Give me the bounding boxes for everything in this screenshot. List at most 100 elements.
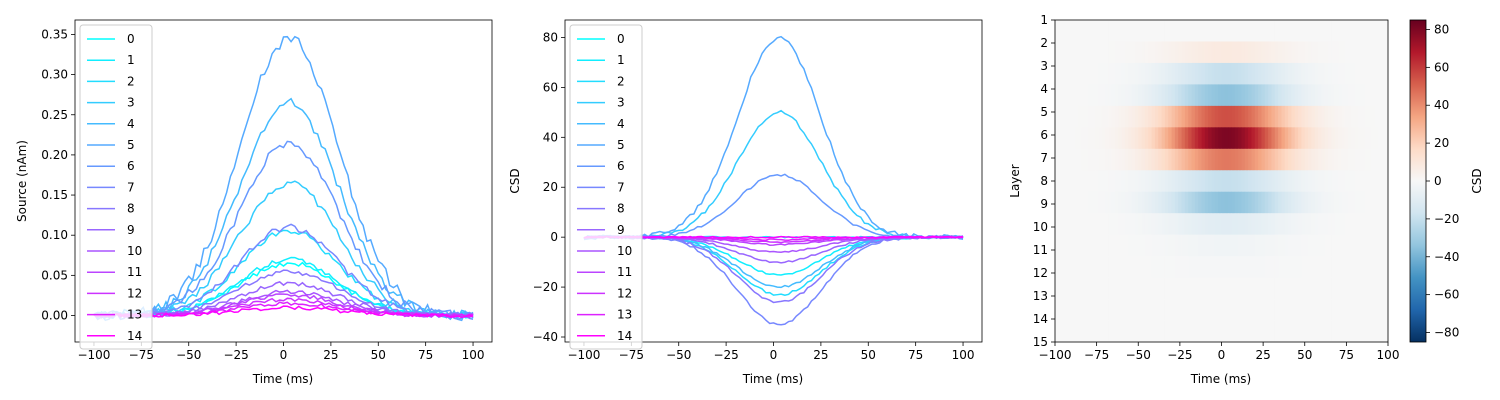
heatmap-cell (1274, 170, 1279, 193)
heatmap-cell (1264, 20, 1269, 42)
heatmap-cell (1171, 277, 1176, 300)
heatmap-cell (1111, 191, 1116, 214)
heatmap-cell (1314, 41, 1319, 64)
heatmap-cell (1094, 62, 1099, 85)
heatmap-cell (1194, 234, 1199, 257)
heatmap-cell (1101, 84, 1106, 107)
heatmap-cell (1071, 105, 1076, 128)
heatmap-cell (1354, 213, 1359, 236)
heatmap-cell (1211, 234, 1216, 257)
heatmap-cell (1371, 84, 1376, 107)
heatmap-cell (1114, 320, 1119, 343)
heatmap-cell (1278, 41, 1282, 64)
heatmap-cell (1151, 127, 1156, 150)
heatmap-cell (1168, 20, 1172, 42)
heatmap-cell (1308, 213, 1312, 236)
heatmap-cell (1158, 320, 1162, 343)
heatmap-cell (1128, 62, 1132, 85)
layer-tick-label: 3 (1040, 59, 1048, 73)
heatmap-cell (1228, 213, 1232, 236)
heatmap-cell (1178, 320, 1182, 343)
heatmap-cell (1161, 191, 1166, 214)
heatmap-cell (1281, 84, 1286, 107)
heatmap-cell (1101, 234, 1106, 257)
heatmap-cell (1055, 170, 1059, 193)
heatmap-cell (1104, 299, 1109, 321)
heatmap-cell (1191, 213, 1196, 236)
heatmap-cell (1354, 105, 1359, 128)
heatmap-cell (1154, 277, 1159, 300)
colorbar-tick-label: −20 (1434, 212, 1459, 226)
heatmap-cell (1108, 105, 1113, 128)
legend-label: 7 (127, 180, 135, 194)
heatmap-cell (1111, 256, 1116, 278)
heatmap-cell (1334, 256, 1339, 278)
heatmap-cell (1268, 234, 1272, 257)
heatmap-cell (1101, 299, 1106, 321)
heatmap-cell (1251, 105, 1256, 128)
heatmap-cell (1114, 84, 1119, 107)
heatmap-cell (1234, 277, 1239, 300)
heatmap-cell (1368, 41, 1372, 64)
heatmap-cell (1321, 170, 1326, 193)
heatmap-cell (1164, 84, 1169, 107)
heatmap-cell (1284, 62, 1289, 85)
heatmap-cell (1098, 191, 1103, 214)
heatmap-cell (1261, 213, 1266, 236)
y-tick-label: 0.35 (41, 27, 68, 41)
heatmap-cell (1354, 41, 1359, 64)
heatmap-cell (1368, 62, 1372, 85)
heatmap-cell (1261, 84, 1266, 107)
heatmap-cell (1091, 148, 1096, 171)
heatmap-cell (1328, 277, 1332, 300)
x-tick-label: 50 (861, 348, 876, 362)
heatmap-cell (1361, 299, 1366, 321)
heatmap-cell (1228, 62, 1232, 85)
heatmap-cell (1181, 20, 1186, 42)
heatmap-cell (1271, 105, 1276, 128)
heatmap-cell (1348, 84, 1352, 107)
heatmap-cell (1354, 170, 1359, 193)
heatmap-cell (1104, 84, 1109, 107)
heatmap-cell (1158, 234, 1162, 257)
heatmap-cell (1071, 84, 1076, 107)
heatmap-cell (1168, 84, 1172, 107)
heatmap-cell (1158, 277, 1162, 300)
heatmap-cell (1271, 213, 1276, 236)
heatmap-cell (1138, 320, 1142, 343)
heatmap-cell (1311, 170, 1316, 193)
heatmap-cell (1134, 256, 1139, 278)
heatmap-cell (1198, 256, 1202, 278)
heatmap-cell (1264, 84, 1269, 107)
heatmap-cell (1358, 127, 1362, 150)
legend-label: 12 (617, 286, 632, 300)
heatmap-cell (1191, 41, 1196, 64)
heatmap-cell (1264, 191, 1269, 214)
heatmap-cell (1098, 62, 1103, 85)
heatmap-cell (1358, 277, 1362, 300)
heatmap-cell (1294, 320, 1299, 343)
heatmap-cell (1088, 170, 1093, 193)
heatmap-cell (1094, 256, 1099, 278)
heatmap-cell (1178, 170, 1182, 193)
y-tick-label: 0.00 (41, 309, 68, 323)
heatmap-cell (1298, 213, 1302, 236)
heatmap-cell (1308, 148, 1312, 171)
heatmap-cell (1371, 320, 1376, 343)
heatmap-cell (1288, 84, 1292, 107)
heatmap-cell (1141, 213, 1146, 236)
heatmap-cell (1068, 62, 1073, 85)
heatmap-cell (1368, 320, 1372, 343)
heatmap-cell (1214, 277, 1219, 300)
heatmap-cell (1374, 191, 1379, 214)
heatmap-cell (1055, 320, 1059, 343)
heatmap-cell (1378, 320, 1382, 343)
csd-plot-frame (564, 19, 983, 343)
colorbar-tick-label: −80 (1434, 326, 1459, 340)
heatmap-cell (1084, 127, 1089, 150)
x-tick-label: 0 (770, 348, 778, 362)
heatmap-cell (1081, 148, 1086, 171)
heatmap-cell (1178, 127, 1182, 150)
heatmap-cell (1148, 256, 1152, 278)
heatmap-cell (1228, 299, 1232, 321)
